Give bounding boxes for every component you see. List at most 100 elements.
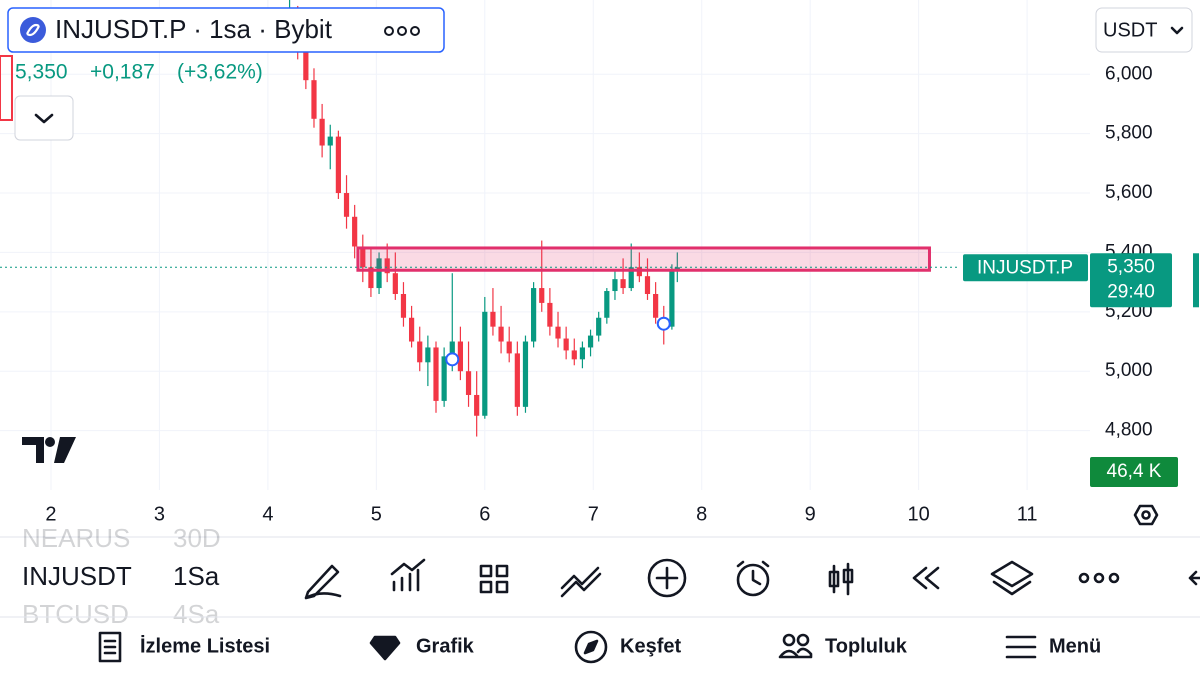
candle-body	[482, 311, 488, 416]
price-tag	[1090, 253, 1172, 308]
settings-button[interactable]	[1133, 504, 1159, 526]
nav-item[interactable]: Keşfet	[620, 635, 681, 657]
watchlist-icon[interactable]	[98, 631, 122, 663]
candle-body	[457, 341, 464, 372]
x-tick-label: 4	[262, 503, 273, 525]
alert-icon[interactable]	[736, 563, 770, 597]
volume-tag-text: 46,4 K	[1107, 461, 1162, 482]
marker	[656, 316, 671, 331]
ghost-symbol: BTCUSD	[22, 599, 129, 629]
candle-body	[644, 276, 651, 294]
y-tick-label: 5,600	[1105, 182, 1153, 203]
candle-body	[376, 258, 382, 289]
layout-icon[interactable]	[479, 564, 509, 594]
nav-item[interactable]: Topluluk	[825, 635, 908, 657]
candle-body	[490, 311, 496, 327]
x-tick-label: 2	[45, 503, 56, 525]
add-icon[interactable]	[647, 558, 687, 598]
toolbar-interval[interactable]: 1Sa	[173, 561, 220, 591]
menu-icon[interactable]	[1005, 635, 1037, 659]
x-tick-label: 7	[588, 503, 599, 525]
scroll-icon[interactable]	[1188, 570, 1200, 586]
community-icon[interactable]	[782, 633, 796, 647]
nav-item[interactable]: İzleme Listesi	[140, 634, 270, 657]
currency: USDT	[1103, 19, 1157, 41]
candle-body	[587, 335, 594, 348]
candle-body	[628, 267, 634, 289]
chevron	[34, 113, 54, 124]
x-tick-label: 10	[908, 503, 930, 525]
candle-body	[596, 317, 602, 336]
price-tag-text: 5,350	[1107, 256, 1155, 277]
nav-icons	[98, 630, 1037, 664]
candle-body	[547, 302, 553, 327]
nav-item[interactable]: Grafik	[416, 635, 475, 657]
symbol-tag-text: INJUSDT.P	[977, 257, 1073, 278]
change-percent: (+3,62%)	[177, 61, 263, 84]
more-icon[interactable]	[1078, 572, 1090, 584]
marker	[445, 352, 460, 367]
x-tick-label: 3	[154, 503, 165, 525]
candle-body	[335, 136, 341, 194]
x-tick-label: 11	[1017, 503, 1038, 525]
draw-icon[interactable]	[304, 564, 342, 600]
chevron	[1170, 26, 1184, 35]
candle-body	[327, 136, 333, 146]
y-tick-label: 5,800	[1105, 123, 1153, 144]
candle-body	[352, 216, 358, 247]
picker-mask	[0, 557, 290, 599]
candle-body	[465, 371, 472, 395]
x-tick-label: 9	[805, 503, 816, 525]
settings-dot	[1141, 510, 1151, 520]
bar-type-icon[interactable]	[832, 562, 850, 596]
explore-icon[interactable]	[574, 630, 608, 664]
resistance-zone	[356, 246, 931, 272]
candle-body	[653, 294, 659, 318]
candle-body	[319, 118, 325, 146]
more-button[interactable]	[384, 26, 420, 36]
x-tick-label: 8	[696, 503, 707, 525]
y-tick-label: 4,800	[1105, 420, 1153, 441]
candle-body	[620, 279, 626, 289]
candle-body	[311, 80, 317, 119]
toolbar-icons[interactable]	[304, 558, 1200, 600]
candle-body	[531, 288, 537, 342]
replay-icon[interactable]	[912, 566, 940, 590]
compare-icon[interactable]	[560, 566, 602, 598]
candle-body	[343, 193, 350, 217]
candle-body	[604, 291, 610, 318]
collapse-button[interactable]	[14, 95, 74, 141]
layers-icon[interactable]	[990, 560, 1034, 596]
chart-icon[interactable]	[369, 635, 401, 661]
candle-body	[408, 317, 415, 342]
candle-body	[612, 279, 618, 292]
price: 5,350	[15, 61, 68, 84]
ghost-row: NEARUS 30D BTCUSD 4Sa	[22, 523, 221, 629]
symbol-logo	[20, 17, 46, 43]
nav-item[interactable]: Menü	[1049, 635, 1101, 657]
candle-body	[563, 338, 569, 351]
symbol-tag	[963, 254, 1088, 282]
ghost-symbol: NEARUS	[22, 523, 130, 553]
indicators-icon[interactable]	[390, 558, 426, 592]
candle-body	[400, 294, 407, 318]
candle-body	[514, 353, 520, 407]
x-tick-label: 5	[371, 503, 382, 525]
candle-body	[539, 288, 545, 303]
toolbar-symbol[interactable]: INJUSDT	[22, 561, 132, 591]
currency-select[interactable]	[1095, 7, 1193, 53]
x-tick-label: 6	[479, 503, 490, 525]
change: +0,187	[90, 61, 155, 84]
candle-body	[441, 356, 447, 401]
candle-body	[417, 341, 423, 363]
y-tick-label: 6,000	[1105, 63, 1153, 84]
symbol-box[interactable]	[7, 7, 445, 53]
candle-body	[392, 273, 398, 294]
price-tag-edge	[1193, 253, 1199, 308]
candle-body	[522, 341, 529, 407]
tv-logo	[22, 437, 76, 463]
tv-logo-dot	[45, 437, 55, 447]
candle-body	[474, 394, 480, 416]
